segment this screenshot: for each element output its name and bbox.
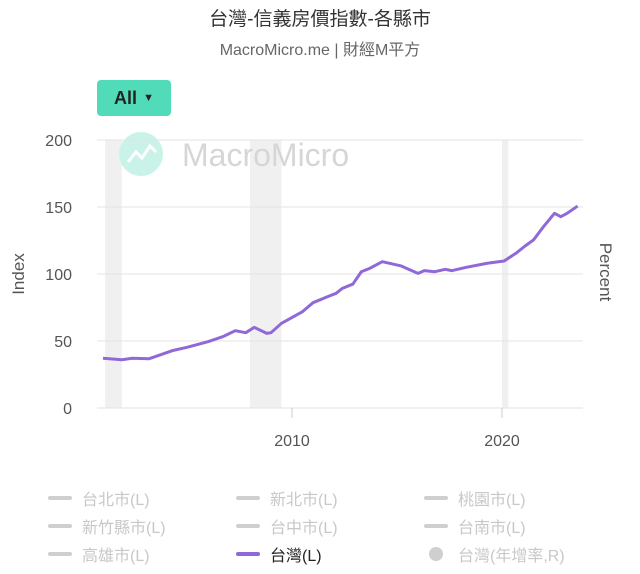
x-tick-label: 2010 <box>274 433 310 450</box>
legend-line-icon <box>424 524 448 528</box>
legend-label: 桃園市(L) <box>458 492 526 509</box>
legend-line-icon <box>236 496 260 500</box>
legend-line-icon <box>236 552 260 556</box>
range-select-label: All <box>114 87 138 108</box>
range-select-button[interactable]: All ▼ <box>97 80 171 116</box>
x-tick-label: 2020 <box>484 433 520 450</box>
legend-item[interactable]: 桃園市(L) <box>424 486 526 510</box>
y-tick-label: 200 <box>45 133 72 150</box>
y-tick-label: 100 <box>45 267 72 284</box>
legend-line-icon <box>48 524 72 528</box>
legend-line-icon <box>424 496 448 500</box>
legend-label: 高雄市(L) <box>82 548 150 565</box>
legend-label: 台中市(L) <box>270 520 338 537</box>
legend-item[interactable]: 新竹縣市(L) <box>48 514 166 538</box>
y-tick-label: 50 <box>54 334 72 351</box>
legend-item[interactable]: 高雄市(L) <box>48 542 150 566</box>
series-line-taiwan <box>102 204 579 362</box>
chart-svg: MacroMicro 0 50 100 150 200 2010 2020 Index Perce… <box>9 132 615 450</box>
chart-title: 台灣-信義房價指數-各縣市 <box>209 9 431 30</box>
watermark-logo-icon <box>119 132 163 176</box>
legend-label: 新竹縣市(L) <box>82 520 166 537</box>
legend-item[interactable]: 台北市(L) <box>48 486 150 510</box>
legend-label: 新北市(L) <box>270 492 338 509</box>
y-tick-label: 150 <box>45 200 72 217</box>
caret-down-icon: ▼ <box>143 92 154 104</box>
legend-dot-icon <box>429 547 443 561</box>
legend-item[interactable]: 新北市(L) <box>236 486 338 510</box>
legend-item[interactable]: 台南市(L) <box>424 514 526 538</box>
legend-item[interactable]: 台灣(年增率,R) <box>424 542 565 566</box>
chart-subtitle: MacroMicro.me | 財經M平方 <box>219 42 421 59</box>
legend-item[interactable]: 台灣(L) <box>236 542 322 566</box>
y-axis-label: Index <box>9 253 28 295</box>
legend-line-icon <box>48 496 72 500</box>
watermark-logo-mark <box>126 143 158 163</box>
legend-label: 台灣(年增率,R) <box>458 548 565 565</box>
legend-label: 台南市(L) <box>458 520 526 537</box>
legend-label: 台灣(L) <box>270 548 322 565</box>
legend-label: 台北市(L) <box>82 492 150 509</box>
y-tick-label: 0 <box>63 401 72 418</box>
legend-line-icon <box>236 524 260 528</box>
legend-item[interactable]: 台中市(L) <box>236 514 338 538</box>
watermark-text: MacroMicro <box>182 137 349 173</box>
y-axis-label-right: Percent <box>596 243 615 302</box>
legend-line-icon <box>48 552 72 556</box>
